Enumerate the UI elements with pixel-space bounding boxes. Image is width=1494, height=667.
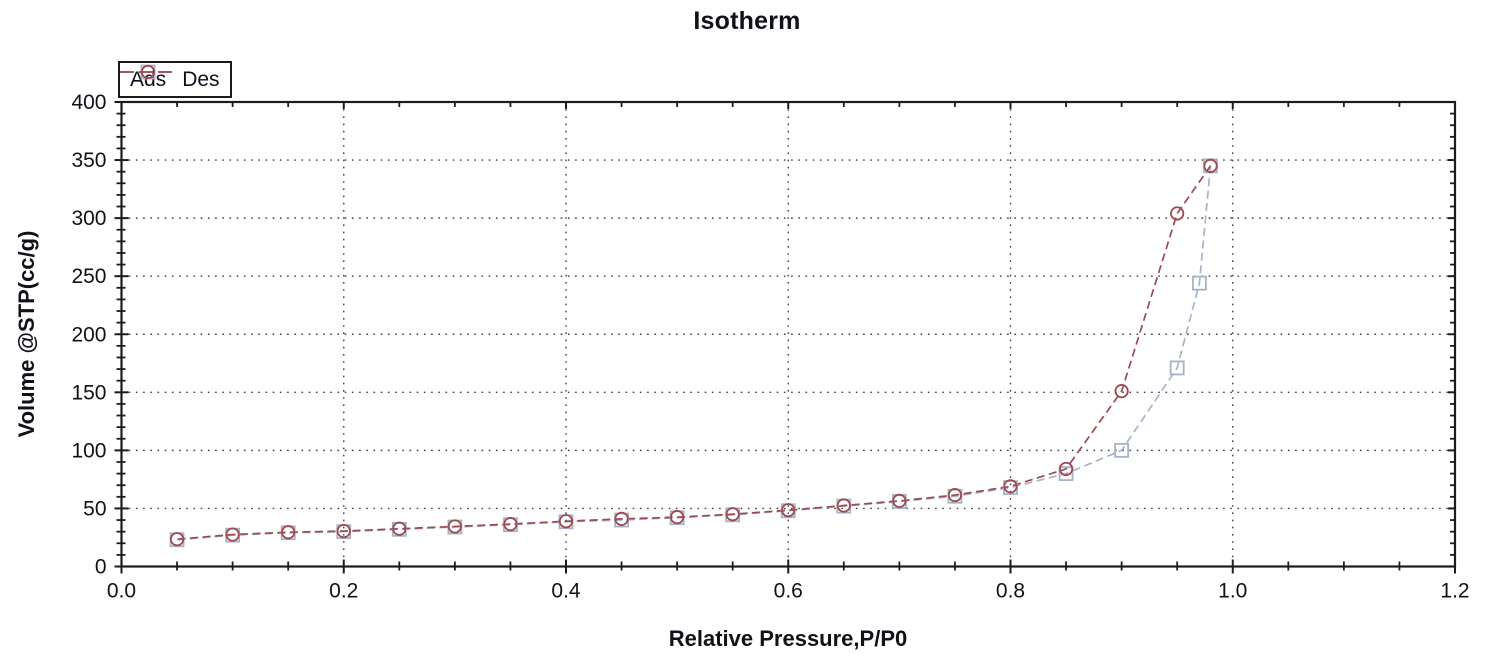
des-marker — [1170, 206, 1185, 221]
des-marker — [670, 510, 685, 525]
des-marker — [169, 532, 185, 547]
x-tick-label: 0.4 — [551, 580, 581, 603]
ads-line — [176, 165, 1212, 541]
ads-marker — [1192, 275, 1207, 291]
y-tick-label: 50 — [83, 497, 106, 520]
des-marker — [392, 521, 407, 536]
y-tick-label: 0 — [95, 556, 107, 579]
des-marker — [558, 514, 574, 529]
x-tick-label: 0.6 — [774, 580, 803, 603]
des-marker — [281, 525, 296, 540]
des-marker — [503, 517, 518, 532]
des-line — [176, 165, 1212, 541]
des-marker — [892, 493, 907, 508]
y-tick-label: 200 — [71, 323, 106, 346]
x-axis-title: Relative Pressure,P/P0 — [668, 626, 908, 651]
des-line-sample-icon — [120, 64, 176, 80]
plot-border — [120, 100, 1457, 568]
des-marker — [947, 487, 963, 503]
des-marker — [781, 503, 796, 518]
des-marker — [1203, 158, 1218, 173]
y-axis-title: Volume @STP(cc/g) — [14, 230, 39, 438]
legend-label-ads: Ads — [130, 68, 167, 91]
y-tick-label: 300 — [71, 207, 106, 230]
legend-item-des: Des — [120, 64, 220, 91]
chart-title: Isotherm — [693, 7, 801, 35]
ads-marker — [1169, 360, 1185, 376]
y-tick-label: 350 — [71, 149, 106, 172]
ads-marker — [1058, 466, 1074, 482]
des-marker — [447, 519, 462, 534]
x-tick-label: 1.2 — [1440, 580, 1469, 603]
y-tick-label: 150 — [71, 381, 106, 404]
y-tick-label: 100 — [71, 439, 106, 462]
des-marker — [1114, 384, 1129, 399]
x-tick-label: 0.8 — [996, 580, 1025, 603]
y-tick-label: 250 — [71, 265, 106, 288]
legend: Ads Des — [118, 61, 232, 98]
legend-label-des: Des — [182, 68, 220, 91]
ads-marker — [1114, 442, 1130, 458]
des-marker — [1003, 479, 1018, 494]
des-marker — [1058, 461, 1074, 477]
des-marker — [225, 527, 240, 542]
des-marker — [614, 511, 629, 526]
des-marker — [336, 523, 351, 539]
x-tick-label: 1.0 — [1218, 580, 1247, 603]
x-tick-label: 0.0 — [107, 580, 136, 603]
des-marker — [836, 498, 851, 513]
y-tick-label: 400 — [71, 91, 106, 114]
x-tick-label: 0.2 — [329, 580, 358, 603]
legend-sample-marker — [140, 64, 156, 80]
des-marker — [725, 507, 740, 522]
